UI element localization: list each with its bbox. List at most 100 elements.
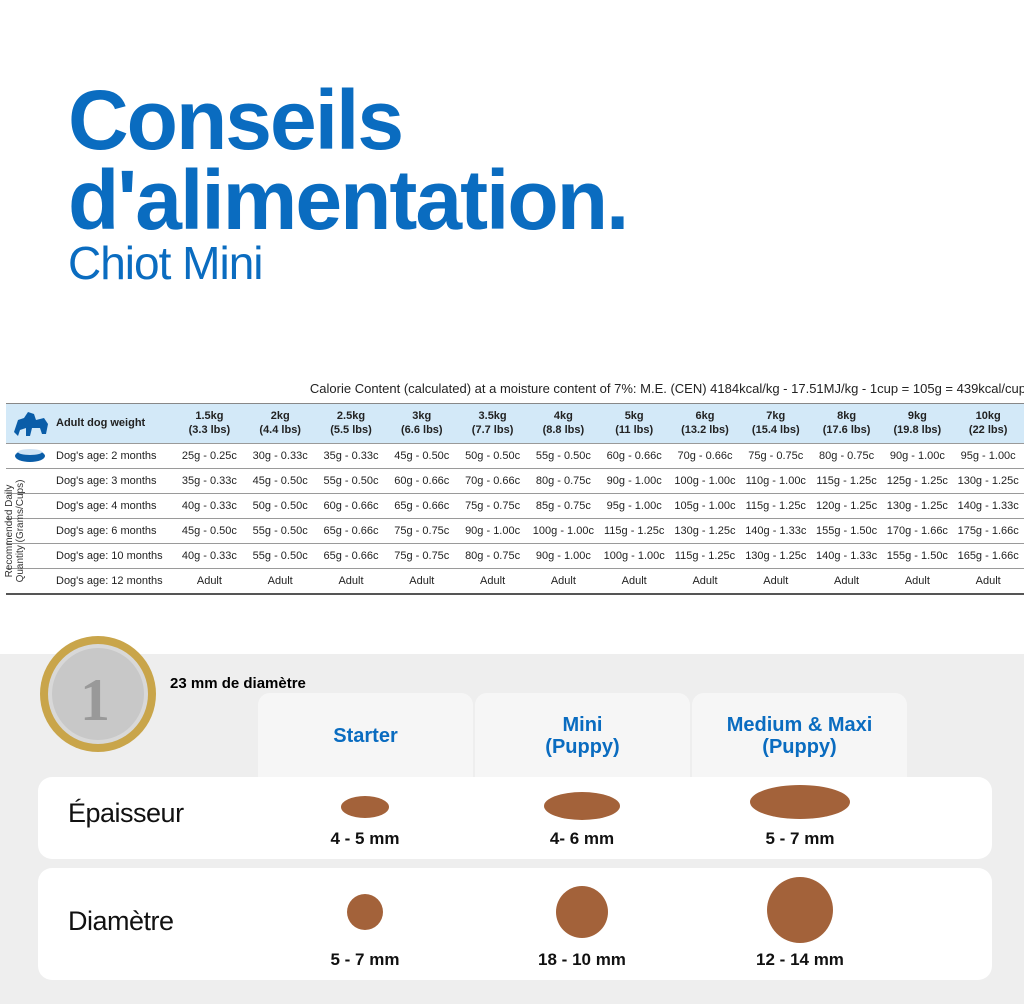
weight-kg: 2.5kg bbox=[336, 410, 366, 423]
size-header: Mini (Puppy) bbox=[475, 693, 690, 779]
weight-header: 6kg (13.2 lbs) bbox=[669, 403, 741, 444]
cell: Adult bbox=[740, 568, 812, 595]
cell: 60g - 0.66c bbox=[386, 468, 458, 494]
weight-header: 7kg (15.4 lbs) bbox=[740, 403, 812, 444]
cell: 55g - 0.50c bbox=[527, 443, 599, 469]
cell: 95g - 1.00c bbox=[598, 493, 670, 519]
kibble-value: 5 - 7 mm bbox=[765, 829, 835, 848]
weight-kg: 2kg bbox=[270, 410, 290, 423]
weight-lbs: (5.5 lbs) bbox=[330, 423, 372, 436]
cell: 165g - 1.66c bbox=[952, 543, 1024, 569]
cell: 120g - 1.25c bbox=[811, 493, 882, 519]
cell: 90g - 1.00c bbox=[527, 543, 599, 569]
cell: Adult bbox=[315, 568, 387, 595]
cell: 80g - 0.75c bbox=[527, 468, 599, 494]
cell: 65g - 0.66c bbox=[315, 543, 387, 569]
weight-kg: 6kg bbox=[695, 410, 715, 423]
cell: 45g - 0.50c bbox=[244, 468, 316, 494]
illustrations: 1 bbox=[40, 636, 850, 943]
table-row: Dog's age: 4 months 40g - 0.33c 50g - 0.50… bbox=[6, 493, 1024, 519]
cell: 140g - 1.33c bbox=[740, 518, 812, 544]
weight-kg: 8kg bbox=[837, 410, 857, 423]
cell: 130g - 1.25c bbox=[881, 493, 953, 519]
cell: 75g - 0.75c bbox=[386, 518, 458, 544]
cell: 50g - 0.50c bbox=[244, 493, 316, 519]
table-row: Dog's age: 3 months 35g - 0.33c 45g - 0.50… bbox=[6, 468, 1024, 494]
weight-kg: 10kg bbox=[975, 410, 1001, 423]
cell: 40g - 0.33c bbox=[174, 493, 245, 519]
cell: 110g - 1.00c bbox=[740, 468, 812, 494]
cell: 130g - 1.25c bbox=[740, 543, 812, 569]
coin-label: 23 mm de diamètre bbox=[170, 675, 306, 692]
header-row: Adult dog weight 1.5kg (3.3 lbs) 2kg (4.4 lb… bbox=[6, 403, 1024, 444]
row-label: Dog's age: 12 months bbox=[6, 568, 174, 595]
weight-kg: 7kg bbox=[766, 410, 786, 423]
weight-header: 1.5kg (3.3 lbs) bbox=[174, 403, 245, 444]
cell: Adult bbox=[952, 568, 1024, 595]
weight-header: 5kg (11 lbs) bbox=[598, 403, 670, 444]
cell: Adult bbox=[527, 568, 599, 595]
cell: 115g - 1.25c bbox=[669, 543, 741, 569]
weight-lbs: (15.4 lbs) bbox=[751, 423, 800, 436]
cell: 100g - 1.00c bbox=[598, 543, 670, 569]
cell: Adult bbox=[174, 568, 245, 595]
size-sub: (Puppy) bbox=[762, 736, 837, 758]
cell: Adult bbox=[811, 568, 882, 595]
kibble-value: 18 - 10 mm bbox=[538, 950, 626, 969]
kibble-value: 4 - 5 mm bbox=[330, 829, 400, 848]
cell: 115g - 1.25c bbox=[598, 518, 670, 544]
kibble-value: 12 - 14 mm bbox=[756, 950, 844, 969]
weight-kg: 1.5kg bbox=[195, 410, 224, 423]
cell: 90g - 1.00c bbox=[457, 518, 528, 544]
cell: 75g - 0.75c bbox=[386, 543, 458, 569]
svg-text:1: 1 bbox=[80, 667, 110, 733]
row-label: Diamètre bbox=[68, 906, 174, 936]
icons bbox=[14, 412, 48, 462]
weight-header: 3.5kg (7.7 lbs) bbox=[457, 403, 528, 444]
weight-lbs: (17.6 lbs) bbox=[822, 423, 871, 436]
weight-header: 2.5kg (5.5 lbs) bbox=[315, 403, 387, 444]
cell: 55g - 0.50c bbox=[315, 468, 387, 494]
title: Conseils bbox=[68, 73, 404, 167]
cell: 70g - 0.66c bbox=[457, 468, 528, 494]
cell: 45g - 0.50c bbox=[386, 443, 458, 469]
cell: 90g - 1.00c bbox=[598, 468, 670, 494]
cell: 35g - 0.33c bbox=[315, 443, 387, 469]
weight-lbs: (3.3 lbs) bbox=[188, 423, 231, 436]
cell: 155g - 1.50c bbox=[881, 543, 953, 569]
cell: 85g - 0.75c bbox=[527, 493, 599, 519]
weight-header: 9kg (19.8 lbs) bbox=[881, 403, 953, 444]
cell: 80g - 0.75c bbox=[811, 443, 882, 469]
size-header: Medium & Maxi (Puppy) bbox=[692, 693, 907, 779]
weight-kg: 5kg bbox=[624, 410, 644, 423]
row-label: Dog's age: 4 months bbox=[6, 493, 174, 519]
header-label: Adult dog weight bbox=[6, 403, 174, 444]
size-header: Starter bbox=[258, 693, 473, 779]
cell: 75g - 0.75c bbox=[740, 443, 812, 469]
cell: 70g - 0.66c bbox=[669, 443, 741, 469]
cell: 35g - 0.33c bbox=[174, 468, 245, 494]
weight-lbs: (7.7 lbs) bbox=[471, 423, 514, 436]
cell: 65g - 0.66c bbox=[315, 518, 387, 544]
weight-kg: 3kg bbox=[412, 410, 432, 423]
weight-kg: 3.5kg bbox=[478, 410, 507, 423]
cell: 115g - 1.25c bbox=[740, 493, 812, 519]
subtitle: Chiot Mini bbox=[68, 237, 264, 289]
kibble-value: 5 - 7 mm bbox=[330, 950, 400, 969]
table-row: Dog's age: 6 months 45g - 0.50c 55g - 0.50… bbox=[6, 518, 1024, 544]
weight-kg: 9kg bbox=[907, 410, 927, 423]
cell: 155g - 1.50c bbox=[811, 518, 882, 544]
table-caption: Calorie Content (calculated) at a moistu… bbox=[309, 381, 1024, 396]
row-label: Dog's age: 3 months bbox=[6, 468, 174, 494]
size-name: Starter bbox=[333, 725, 398, 747]
cell: 140g - 1.33c bbox=[952, 493, 1024, 519]
cell: 55g - 0.50c bbox=[244, 518, 316, 544]
weight-header: 2kg (4.4 lbs) bbox=[244, 403, 316, 444]
size-name: Medium & Maxi bbox=[726, 714, 873, 736]
kibble-value: 4- 6 mm bbox=[549, 829, 615, 848]
cell: 100g - 1.00c bbox=[669, 468, 741, 494]
weight-lbs: (6.6 lbs) bbox=[401, 423, 443, 436]
table-row: Dog's age: 10 months 40g - 0.33c 55g - 0.5… bbox=[6, 543, 1024, 569]
weight-kg: 4kg bbox=[553, 410, 573, 423]
